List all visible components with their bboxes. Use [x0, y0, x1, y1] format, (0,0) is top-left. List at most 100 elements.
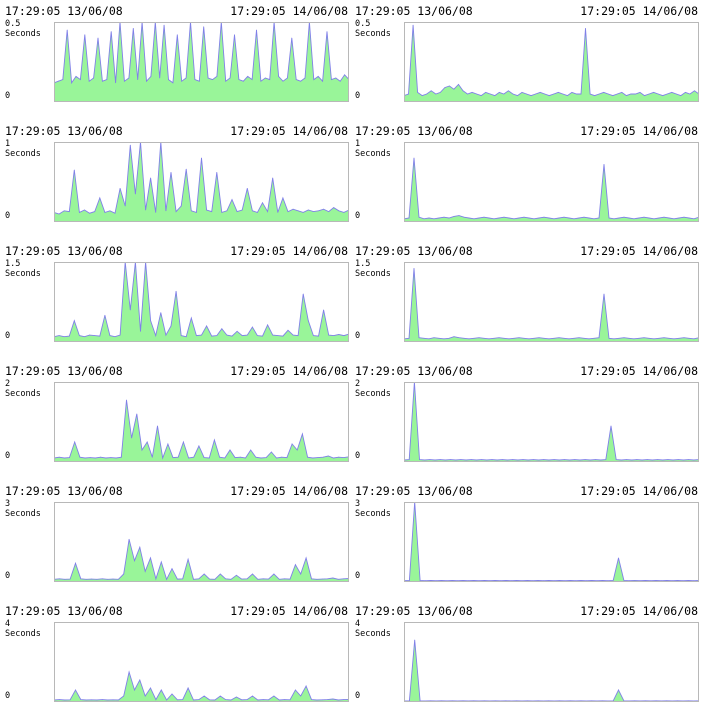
data-point	[517, 95, 518, 96]
data-point	[623, 580, 625, 581]
data-point	[585, 28, 586, 29]
data-point	[533, 337, 535, 339]
data-point	[569, 580, 571, 581]
data-point	[435, 580, 437, 582]
data-point	[273, 695, 275, 697]
y-zero-label: 0	[5, 331, 11, 341]
start-time-label: 17:29:05 13/06/08	[5, 604, 123, 618]
data-point	[286, 77, 288, 79]
data-point	[62, 79, 64, 80]
data-point	[58, 80, 59, 82]
data-point	[117, 578, 119, 580]
chart-panel-row2-left: 17:29:05 13/06/08 17:29:05 14/06/08 1 Se…	[0, 120, 350, 222]
data-point	[476, 459, 477, 461]
y-zero-label: 0	[5, 451, 11, 461]
data-point	[181, 80, 183, 82]
data-point	[491, 459, 493, 460]
data-point	[683, 216, 685, 218]
data-point	[588, 338, 590, 340]
series-line	[54, 539, 349, 581]
data-point	[316, 578, 318, 580]
data-point	[532, 459, 534, 460]
data-point	[242, 80, 244, 82]
data-point	[190, 317, 192, 319]
data-point	[574, 459, 576, 460]
data-point	[484, 580, 485, 581]
data-point	[196, 335, 197, 336]
data-point	[677, 459, 679, 460]
data-point	[653, 92, 655, 93]
data-point	[412, 24, 414, 26]
data-point	[326, 31, 328, 32]
plot-area	[54, 502, 349, 582]
data-point	[168, 79, 169, 80]
data-point	[414, 639, 416, 641]
data-point	[635, 93, 636, 95]
data-point	[543, 459, 545, 460]
data-point	[268, 578, 269, 580]
data-point	[678, 217, 680, 219]
data-point	[613, 338, 615, 340]
data-point	[188, 457, 189, 459]
data-point	[226, 210, 228, 212]
data-point	[441, 580, 442, 581]
data-point	[503, 337, 505, 339]
data-point	[104, 212, 106, 213]
data-point	[139, 679, 141, 681]
data-point	[327, 578, 328, 580]
data-point	[307, 320, 309, 322]
plot-background	[404, 382, 699, 462]
data-point	[530, 95, 532, 96]
data-point	[672, 459, 674, 461]
data-point	[110, 457, 112, 458]
data-point	[241, 335, 243, 336]
data-point	[598, 93, 600, 95]
data-point	[262, 699, 264, 700]
data-point	[231, 199, 233, 200]
start-time-label: 17:29:05 13/06/08	[5, 4, 123, 18]
data-point	[176, 699, 178, 701]
data-point	[185, 77, 187, 79]
y-max-label: 3	[355, 499, 361, 509]
data-point	[612, 95, 614, 96]
data-point	[251, 79, 253, 80]
data-point	[96, 699, 98, 701]
data-point	[75, 76, 77, 77]
data-point	[488, 217, 490, 219]
data-point	[252, 573, 253, 575]
data-point	[448, 85, 450, 87]
data-point	[666, 580, 668, 581]
data-point	[305, 557, 307, 559]
series-line	[404, 25, 699, 97]
data-point	[603, 164, 605, 165]
y-max-label: 2	[355, 379, 361, 389]
data-point	[318, 335, 319, 337]
end-time-label: 17:29:05 14/06/08	[580, 124, 698, 138]
data-point	[203, 26, 205, 28]
chart-panel-row2-right: 17:29:05 13/06/08 17:29:05 14/06/08 1 Se…	[350, 120, 700, 222]
data-point	[264, 77, 266, 79]
data-point	[307, 456, 308, 458]
data-point	[677, 580, 678, 581]
data-point	[418, 216, 420, 218]
data-point	[548, 580, 550, 581]
data-point	[573, 337, 575, 339]
start-time-label: 17:29:05 13/06/08	[355, 124, 473, 138]
data-point	[268, 699, 269, 701]
data-point	[451, 580, 453, 581]
data-point	[260, 457, 262, 459]
data-point	[170, 325, 172, 327]
data-point	[584, 459, 586, 460]
data-point	[171, 568, 173, 570]
data-point	[419, 459, 420, 460]
data-point	[160, 312, 162, 314]
plot-area	[404, 502, 699, 582]
data-point	[114, 212, 116, 214]
start-time-label: 17:29:05 13/06/08	[5, 124, 123, 138]
data-point	[636, 459, 638, 460]
data-point	[150, 76, 152, 77]
data-point	[155, 212, 157, 213]
data-point	[245, 457, 246, 459]
data-point	[193, 699, 194, 701]
data-point	[589, 93, 591, 95]
